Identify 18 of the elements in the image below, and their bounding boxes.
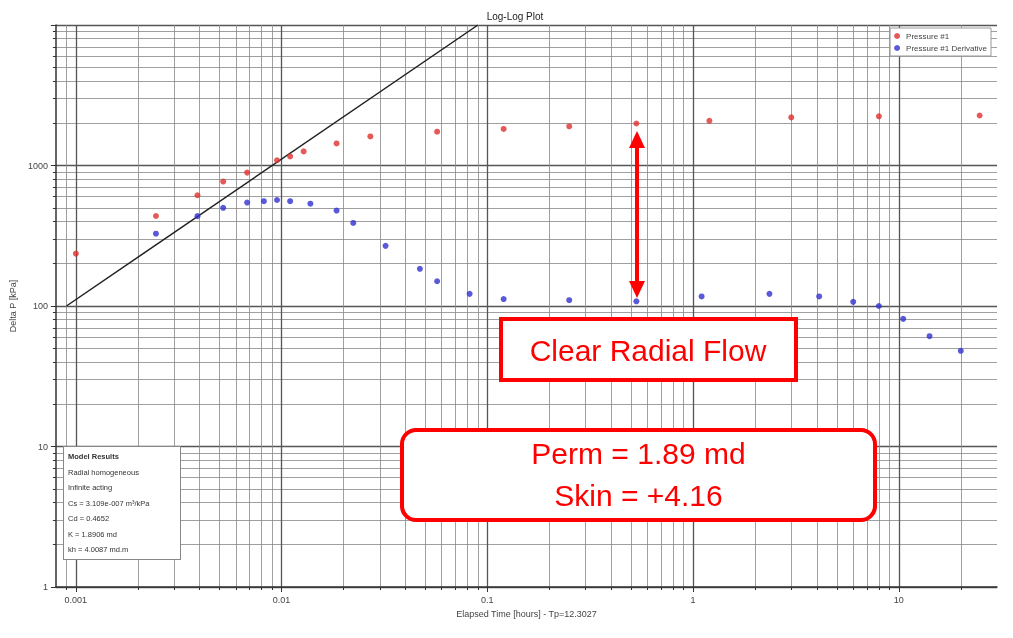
x-tick-label: 10 <box>893 594 904 605</box>
x-tick-label: 1 <box>690 594 696 605</box>
y-axis-title: Delta P [kPa] <box>7 279 18 333</box>
legend-label: Pressure #1 <box>906 31 950 41</box>
y-tick-label: 1 <box>42 582 48 592</box>
callout-box: Perm = 1.89 md Skin = +4.16 <box>400 428 877 522</box>
x-tick-label: 0.001 <box>64 594 88 605</box>
annotation: Skin = +4.16 <box>554 478 723 514</box>
legend-label: Pressure #1 Derivative <box>906 43 988 53</box>
y-tick-label: 100 <box>32 301 48 311</box>
y-tick-label: 10 <box>37 441 48 452</box>
x-tick-label: 0.01 <box>272 594 291 605</box>
annotation: Perm = 1.89 md <box>531 436 746 472</box>
chart-title: Log-Log Plot <box>486 10 544 22</box>
x-axis-title: Elapsed Time [hours] - Tp=12.3027 <box>456 608 597 619</box>
y-tick-label: 1000 <box>27 160 48 171</box>
x-tick-label: 0.1 <box>481 594 494 605</box>
annotation: Clear Radial Flow <box>529 333 767 367</box>
